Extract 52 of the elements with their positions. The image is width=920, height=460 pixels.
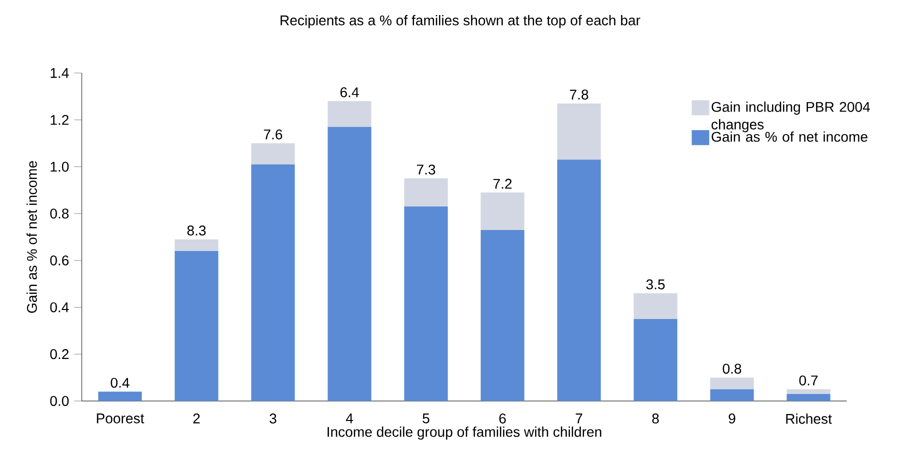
annotation: 7.3 bbox=[416, 164, 436, 175]
x-tick-label: Poorest bbox=[96, 414, 144, 424]
y-tick-label: 0.4 bbox=[50, 302, 69, 312]
bar bbox=[480, 230, 524, 401]
x-tick-label: 5 bbox=[422, 414, 430, 424]
bar bbox=[404, 178, 448, 207]
x-tick-label: Richest bbox=[786, 414, 832, 424]
bar bbox=[634, 293, 678, 319]
y-tick-label: 1.0 bbox=[50, 162, 69, 172]
bar bbox=[557, 103, 601, 160]
x-tick-label: 4 bbox=[346, 414, 354, 424]
bar bbox=[328, 126, 372, 401]
y-tick-label: 0.6 bbox=[50, 255, 69, 266]
bar bbox=[328, 101, 372, 127]
bar bbox=[480, 192, 524, 230]
x-tick-label: 9 bbox=[728, 414, 736, 424]
annotation: 0.4 bbox=[110, 378, 130, 388]
x-tick-label: 2 bbox=[193, 414, 200, 424]
bar bbox=[98, 392, 142, 401]
annotation: 7.6 bbox=[264, 129, 282, 140]
x-tick-label: 7 bbox=[576, 414, 582, 424]
y-tick-label: 1.4 bbox=[50, 68, 69, 78]
x-tick-label: 8 bbox=[652, 414, 659, 424]
bar bbox=[710, 389, 754, 401]
annotation: 8.3 bbox=[187, 226, 206, 236]
annotation: 3.5 bbox=[646, 279, 665, 290]
y-tick-label: 1.2 bbox=[50, 114, 69, 125]
y-axis-title: Gain as % of net income bbox=[26, 161, 37, 313]
y-tick-label: 0.0 bbox=[50, 396, 69, 406]
y-tick-label: 0.2 bbox=[50, 349, 69, 360]
y-tick-label: 0.8 bbox=[50, 208, 69, 219]
x-tick-label: 3 bbox=[270, 414, 276, 424]
bar bbox=[634, 319, 678, 401]
annotation: 7.2 bbox=[493, 178, 512, 189]
x-axis-title: Income decile group of families with children bbox=[328, 426, 602, 440]
bar bbox=[404, 206, 448, 401]
bar bbox=[786, 389, 830, 394]
legend-label: Gain as % of net income bbox=[712, 131, 868, 142]
legend-label: Gain including PBR 2004 changes bbox=[712, 102, 870, 132]
bar bbox=[174, 251, 218, 401]
x-tick-label: 6 bbox=[499, 414, 506, 424]
bar bbox=[251, 143, 295, 164]
annotation: 0.8 bbox=[722, 364, 742, 374]
bar bbox=[174, 239, 218, 252]
annotation: 0.7 bbox=[799, 375, 818, 386]
bar bbox=[786, 394, 830, 401]
annotation: 7.8 bbox=[570, 90, 588, 100]
bar bbox=[710, 378, 754, 390]
bar bbox=[251, 164, 295, 401]
annotation: 6.4 bbox=[340, 87, 359, 98]
bar bbox=[557, 160, 601, 401]
chart-title: Recipients as a % of families shown at the top of each bar bbox=[280, 15, 640, 28]
